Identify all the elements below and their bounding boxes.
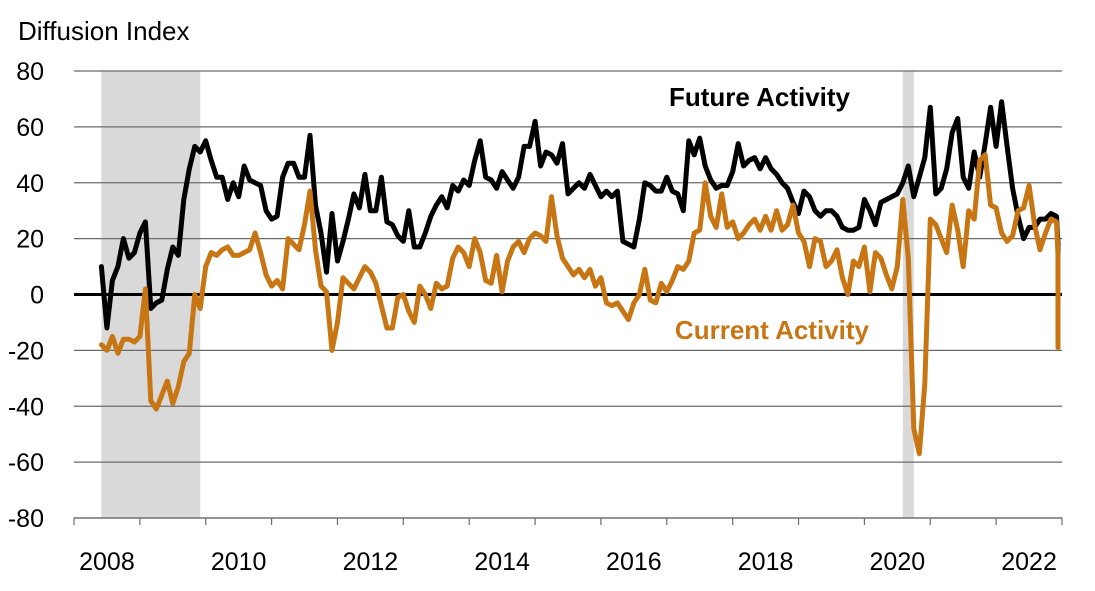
y-tick-label: -80 <box>8 505 44 533</box>
x-tick-label: 2008 <box>79 548 135 576</box>
y-tick-label: 20 <box>16 226 44 254</box>
series-line-current-activity <box>98 152 1061 457</box>
series-line-future-activity <box>98 99 1061 348</box>
series-label-current-activity: Current Activity <box>675 315 870 345</box>
series-label-future-activity: Future Activity <box>669 82 851 112</box>
x-tick-label: 2016 <box>606 548 662 576</box>
y-axis-title: Diffusion Index <box>18 16 190 46</box>
y-tick-label: 0 <box>30 282 44 310</box>
x-tick-label: 2018 <box>738 548 794 576</box>
y-tick-label: 60 <box>16 114 44 142</box>
x-tick-label: 2022 <box>1001 548 1057 576</box>
y-tick-label: 80 <box>16 58 44 86</box>
y-tick-label: -40 <box>8 393 44 421</box>
axes <box>73 293 1063 525</box>
x-tick-label: 2020 <box>870 548 926 576</box>
y-tick-label: -60 <box>8 449 44 477</box>
x-tick-label: 2014 <box>474 548 530 576</box>
x-tick-label: 2010 <box>211 548 267 576</box>
y-tick-label: -20 <box>8 337 44 365</box>
labels: -80 -60 -40 -20 0 20 40 60 80 2008 2010 2012 2014 201… <box>8 58 1057 576</box>
x-tick-label: 2012 <box>343 548 399 576</box>
series-lines <box>98 99 1061 457</box>
y-tick-label: 40 <box>16 170 44 198</box>
